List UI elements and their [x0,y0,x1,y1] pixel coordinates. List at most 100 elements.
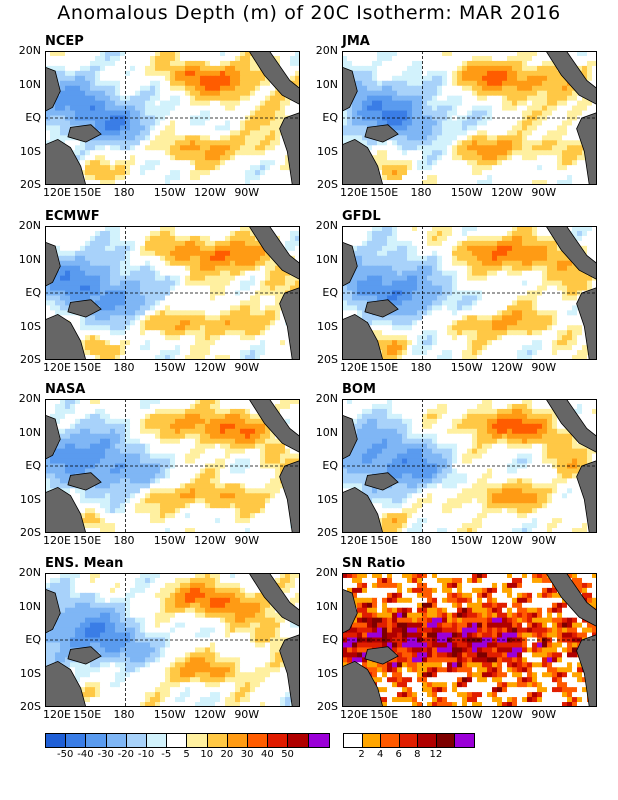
lon-label: 180 [113,534,135,547]
land-mass [342,66,358,112]
lat-label: EQ [322,111,338,124]
colorbar-swatch [418,734,437,747]
lat-label: EQ [25,459,41,472]
land-mass [545,226,597,281]
land-mass [342,660,384,707]
lat-label: EQ [322,459,338,472]
land-mass [545,51,597,106]
lon-label: 120E [43,186,71,199]
land-mass [67,472,102,491]
lat-label: 10S [317,144,338,158]
land-mass [545,573,597,628]
lon-label: 150E [73,361,102,374]
lon-label: 150W [450,361,483,374]
colorbar-tick-label: 12 [429,749,443,760]
colorbar-swatch [147,734,168,747]
lat-label: EQ [322,286,338,299]
colorbar-swatch [207,734,228,747]
map-gfdl [342,226,597,360]
panel-label: BOM [342,382,376,397]
lon-label: 90W [234,708,260,721]
land-mass [67,299,102,318]
land-mass [576,460,597,533]
colorbar-swatch [227,734,249,747]
land-mass [279,287,300,360]
lat-label: 20N [315,566,338,579]
colorbar-tick-label: 5 [183,749,190,760]
lon-label: 180 [113,186,135,199]
lon-label: 120E [340,186,368,199]
lat-label: 20S [317,178,338,191]
colorbar-swatch [308,734,329,747]
figure-title: Anomalous Depth (m) of 20C Isotherm: MAR… [57,2,561,24]
lon-label: 180 [410,186,432,199]
lon-label: 120E [43,361,71,374]
panel-label: SN Ratio [342,556,406,571]
colorbar-swatch [455,734,474,747]
land-mass [342,241,358,287]
land-mass [45,486,87,533]
colorbar-tick-label: 10 [200,749,214,760]
lat-label: 10S [20,492,41,506]
lon-label: 120E [43,708,71,721]
colorbar-tick-label: -50 [57,749,74,760]
colorbar-tick-label: -5 [161,749,172,760]
lon-label: 120W [491,534,523,547]
lat-label: 10S [20,319,41,333]
land-mass [45,241,61,287]
colorbar-swatch [248,734,269,747]
land-mass [342,588,358,634]
lon-label: 180 [410,708,432,721]
map-bom [342,399,597,533]
colorbar-swatch [288,734,309,747]
lat-label: 10N [18,599,41,613]
lon-label: 90W [234,361,260,374]
land-mass [364,124,399,143]
map-ncep [45,51,300,185]
land-mass [342,414,358,460]
lon-label: 150E [73,186,102,199]
lon-label: 150W [450,186,483,199]
lon-label: 120W [491,361,523,374]
colorbar-tick-label: 4 [376,749,384,760]
lat-label: 10N [315,599,338,613]
land-mass [67,124,102,143]
lon-label: 120E [340,708,368,721]
land-mass [248,399,300,454]
lat-label: 10N [315,425,338,439]
land-mass [342,313,384,360]
land-mass [45,660,87,707]
colorbar-swatch [381,734,400,747]
land-mass [67,646,102,665]
lon-label: 90W [531,361,557,374]
panel-label: NASA [45,382,86,397]
lat-label: 10N [315,252,338,266]
land-mass [279,634,300,707]
lon-label: 120W [194,534,226,547]
lon-label: 120E [340,361,368,374]
lon-label: 120W [194,361,226,374]
lon-label: 180 [113,708,135,721]
colorbar-swatch [167,734,188,747]
colorbar-swatch [187,734,208,747]
colorbar-swatch [66,734,87,747]
colorbar-tick-label: 20 [220,749,234,760]
panel-ecmwf [45,226,300,360]
lon-label: 120W [491,708,523,721]
lat-label: 10N [18,425,41,439]
land-mass [279,460,300,533]
lat-label: 10S [317,666,338,680]
colorbar-tick-label: -10 [137,749,155,760]
lon-label: 150W [153,708,186,721]
lon-label: 180 [113,361,135,374]
lat-label: 10S [20,666,41,680]
lat-label: EQ [322,633,338,646]
land-mass [576,287,597,360]
lon-label: 120W [194,708,226,721]
colorbar-tick-label: 6 [395,749,402,760]
lat-label: 10S [20,144,41,158]
lon-label: 150E [370,186,399,199]
panel-gfdl [342,226,597,360]
land-mass [248,226,300,281]
panel-label: GFDL [342,209,381,224]
